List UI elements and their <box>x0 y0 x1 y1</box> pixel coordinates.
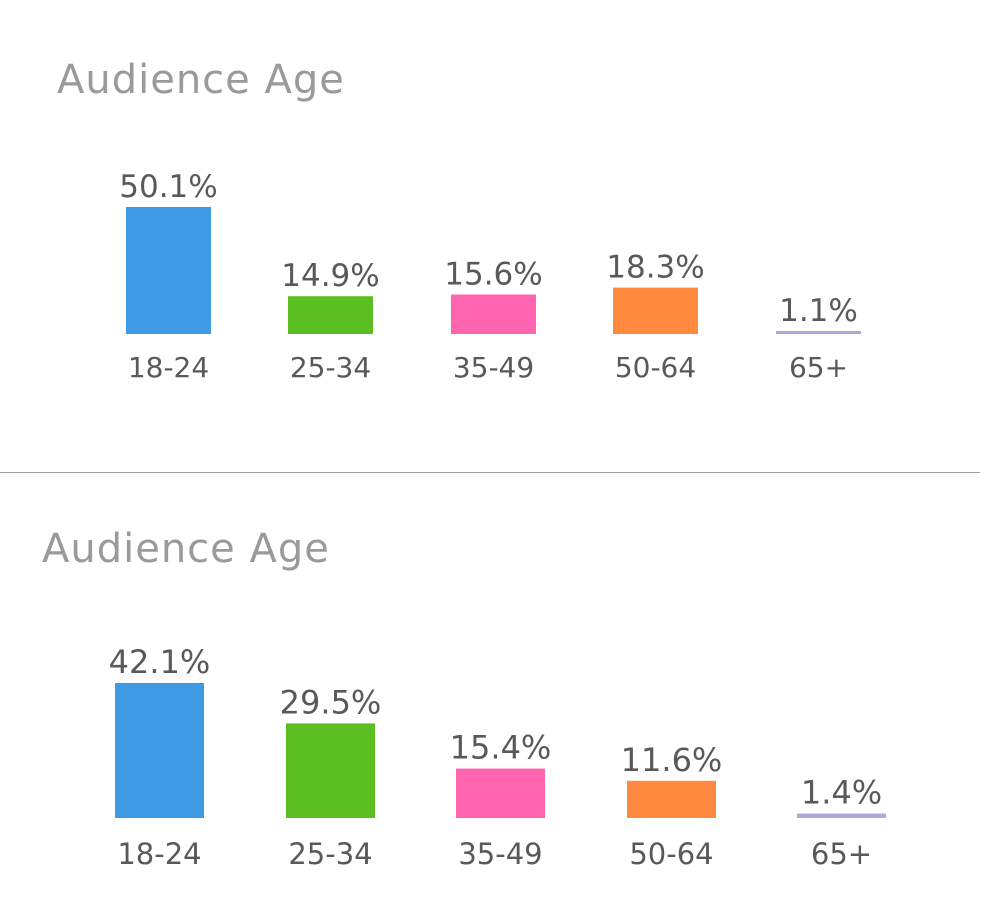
panel-divider <box>0 472 980 473</box>
audience-age-chart-1: Audience Age 50.1% 18-24 14.9% 25-34 15.6% 35… <box>57 57 861 384</box>
audience-age-chart-2: Audience Age 42.1% 18-24 29.5% 25-34 15.4% 35… <box>0 473 987 921</box>
category-label: 65+ <box>789 351 848 384</box>
bar-chart-plot: 42.1% 18-24 29.5% 25-34 15.4% 35-49 11.6% 50-64… <box>109 643 886 871</box>
bar-18-24 <box>126 207 211 334</box>
data-label: 14.9% <box>281 258 379 294</box>
category-label: 18-24 <box>128 351 209 384</box>
data-label: 18.3% <box>606 250 704 286</box>
bar-35-49 <box>456 768 545 818</box>
category-label: 50-64 <box>629 837 713 871</box>
category-label: 65+ <box>811 837 872 871</box>
bar-18-24 <box>115 683 204 818</box>
bar-35-49 <box>451 294 536 334</box>
data-label: 15.4% <box>450 729 552 767</box>
data-label: 29.5% <box>280 683 382 721</box>
data-label: 42.1% <box>109 643 211 681</box>
chart-title: Audience Age <box>57 57 345 103</box>
data-label: 15.6% <box>444 257 542 293</box>
category-label: 18-24 <box>117 837 201 871</box>
chart-title: Audience Age <box>42 526 330 572</box>
bar-25-34 <box>286 723 375 818</box>
bar-50-64 <box>613 287 698 334</box>
data-label: 50.1% <box>119 169 217 205</box>
data-label: 1.4% <box>801 774 882 812</box>
data-label: 11.6% <box>621 741 723 779</box>
category-label: 35-49 <box>453 351 534 384</box>
bar-65+ <box>776 331 861 334</box>
bar-25-34 <box>288 296 373 334</box>
category-label: 25-34 <box>288 837 372 871</box>
category-label: 25-34 <box>290 351 371 384</box>
category-label: 35-49 <box>458 837 542 871</box>
bar-65+ <box>797 813 886 818</box>
category-label: 50-64 <box>615 351 696 384</box>
bar-50-64 <box>627 780 716 818</box>
data-label: 1.1% <box>779 293 858 329</box>
bar-chart-plot: 50.1% 18-24 14.9% 25-34 15.6% 35-49 18.3% 50-64… <box>119 169 861 384</box>
